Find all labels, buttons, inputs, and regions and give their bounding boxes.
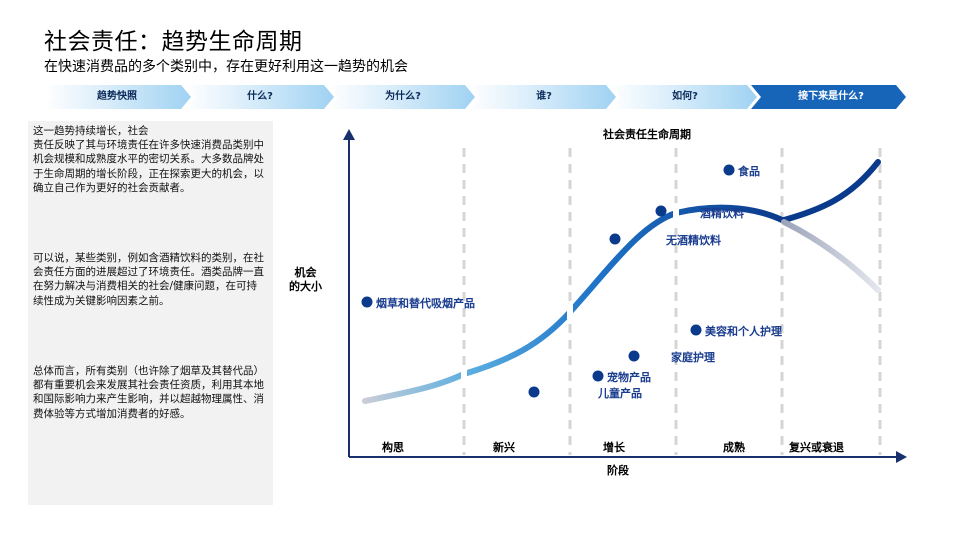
sidebar-paragraph-1: 这一趋势持续增长，社会 责任反映了其与环境责任在许多快速消费品类别中机会规模和成… [33, 125, 264, 194]
nav-tab-how[interactable]: 如何? [672, 91, 698, 102]
marker-food [723, 164, 735, 176]
y-axis-label: 机会 的大小 [289, 266, 322, 293]
curve-gap-2 [567, 303, 573, 319]
marker-pet [592, 370, 604, 382]
stage-label-emerging: 新兴 [493, 441, 515, 454]
marker-home-care [628, 350, 640, 362]
category-label-food: 食品 [738, 165, 760, 178]
chevron-nav-shapes [44, 85, 906, 109]
stage-label-revival: 复兴或衰退 [789, 441, 844, 454]
marker-tobacco [361, 296, 373, 308]
nav-tab-what[interactable]: 什么? [247, 91, 273, 102]
chevron-1 [44, 85, 191, 109]
chevron-3 [328, 85, 475, 109]
sidebar-panel: 这一趋势持续增长，社会 责任反映了其与环境责任在许多快速消费品类别中机会规模和成… [28, 121, 273, 505]
marker-baby [528, 386, 540, 398]
category-label-baby: 儿童产品 [598, 387, 642, 400]
category-label-alcohol: 酒精饮料 [700, 207, 744, 220]
marker-soft-drinks [609, 233, 621, 245]
nav-tab-why[interactable]: 为什么? [385, 91, 421, 102]
category-label-soft-drinks: 无酒精饮料 [666, 234, 721, 247]
y-axis-arrow-icon [343, 129, 355, 140]
category-label-home-care: 家庭护理 [671, 351, 715, 364]
chevron-nav: 趋势快照 什么? 为什么? 谁? 如何? 接下来是什么? [44, 85, 909, 109]
chevron-2 [185, 85, 334, 109]
category-label-tobacco: 烟草和替代吸烟产品 [376, 297, 475, 310]
page-title: 社会责任：趋势生命周期 [44, 29, 303, 55]
nav-tab-next[interactable]: 接下来是什么? [798, 91, 864, 102]
curve-gap-3 [673, 203, 679, 221]
curve-gap-1 [461, 366, 467, 382]
sidebar-paragraph-2: 可以说，某些类别，例如含酒精饮料的类别，在社会责任方面的进展超过了环境责任。酒类… [33, 252, 264, 307]
page-subtitle: 在快速消费品的多个类别中，存在更好利用这一趋势的机会 [44, 59, 408, 75]
nav-tab-snapshot[interactable]: 趋势快照 [97, 91, 137, 102]
chevron-6 [751, 85, 906, 109]
stage-label-ideation: 构思 [382, 441, 404, 454]
chevron-4 [469, 85, 616, 109]
stage-label-mature: 成熟 [723, 441, 745, 454]
chevron-5 [610, 85, 757, 109]
stage-label-growth: 增长 [603, 441, 625, 454]
sidebar-paragraph-3: 总体而言，所有类别（也许除了烟草及其替代品）都有重要机会来发展其社会责任资质，利… [33, 365, 264, 420]
x-axis-label: 阶段 [607, 464, 629, 477]
marker-beauty [690, 324, 702, 336]
category-label-beauty: 美容和个人护理 [705, 325, 782, 338]
marker-alcohol [655, 205, 667, 217]
decline-curve [781, 219, 881, 293]
revival-curve [781, 159, 881, 223]
nav-tab-who[interactable]: 谁? [536, 91, 552, 102]
chart-title: 社会责任生命周期 [603, 128, 691, 141]
category-label-pet: 宠物产品 [607, 371, 651, 384]
x-axis-arrow-icon [896, 451, 907, 463]
